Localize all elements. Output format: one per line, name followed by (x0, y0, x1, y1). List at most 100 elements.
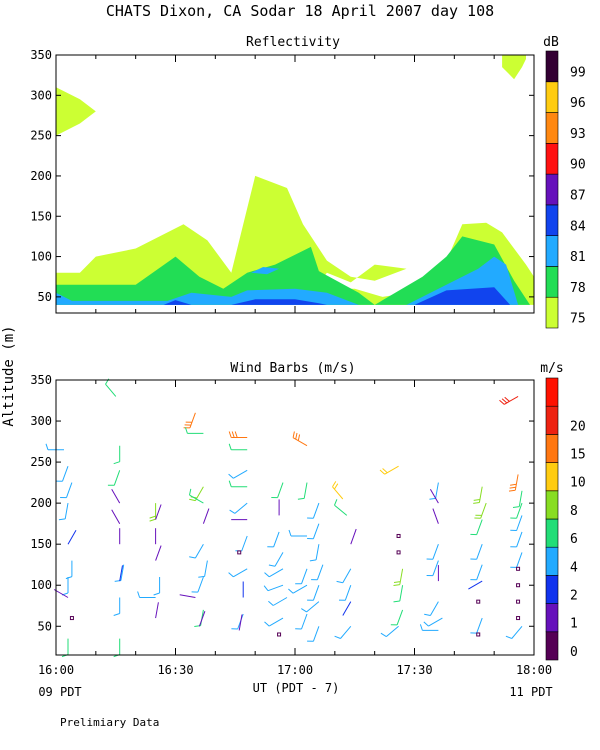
wind-barb-74 (350, 528, 357, 545)
wind-barb-98 (470, 544, 483, 560)
wind-barb-33 (198, 560, 208, 578)
colorbar-swatch-1 (545, 603, 559, 633)
y-tick-label-200: 200 (30, 496, 52, 510)
wind-barb-calm-111 (516, 566, 521, 571)
wind-barb-calm-112 (516, 583, 521, 588)
colorbar-swatch-4 (545, 173, 559, 206)
wind-barb-35 (179, 594, 196, 598)
x-right-date-label: 11 PDT (509, 685, 552, 699)
wind-barb-14 (111, 509, 121, 524)
contour-region-84-0 (163, 300, 192, 305)
x-tick-label-17:00: 17:00 (277, 663, 313, 677)
reflectivity-contours (56, 55, 534, 305)
wind-barb-66 (307, 523, 320, 540)
wind-barb-82 (393, 568, 404, 586)
wind-barb-54 (264, 568, 284, 578)
y-tick-label-100: 100 (30, 250, 52, 264)
wind-barb-10 (105, 378, 117, 397)
y-tick-label-250: 250 (30, 455, 52, 469)
wind-barb-42 (229, 502, 248, 514)
colorbar-label-84: 84 (570, 219, 586, 234)
colorbar-swatch-3 (545, 546, 559, 576)
wind-barb-90 (426, 560, 439, 577)
reflectivity-title: Reflectivity (246, 35, 340, 50)
colorbar-label-0: 0 (570, 645, 578, 660)
wind-barb-32 (189, 543, 204, 559)
y-tick-label-350: 350 (30, 373, 52, 387)
wind-barb-4 (67, 530, 77, 545)
colorbar-label-81: 81 (570, 250, 586, 265)
reflectivity-y-axis: 50 100 150 200 250 300 350 (30, 48, 534, 304)
wind-barb-0 (45, 443, 64, 451)
colorbar-swatch-9 (545, 377, 559, 407)
wind-barb-1 (56, 466, 69, 482)
wind-barb-18 (113, 597, 121, 616)
wind-barb-99 (470, 564, 483, 581)
colorbar-swatch-8 (545, 50, 559, 83)
wind-barb-52 (267, 531, 280, 548)
wind-barb-17 (119, 565, 123, 582)
wind-barb-50 (271, 482, 284, 499)
wind-barb-30 (189, 488, 204, 504)
y-tick-label-100: 100 (30, 578, 52, 592)
colorbar-label-15: 15 (570, 448, 586, 463)
wind-barb-85 (380, 625, 399, 638)
colorbar-swatch-7 (545, 434, 559, 463)
wind-barb-84 (390, 609, 404, 626)
wind-barb-60 (297, 482, 308, 500)
wind-barb-39 (228, 443, 248, 451)
y-tick-label-200: 200 (30, 169, 52, 183)
colorbar-swatch-5 (545, 143, 559, 175)
wind-barb-67 (309, 544, 320, 562)
wind-barb-64 (295, 613, 308, 630)
x-tick-label-17:30: 17:30 (396, 663, 432, 677)
wind-barb-calm-80 (396, 533, 401, 538)
wind-barb-73 (334, 499, 348, 516)
wind-barb-59 (292, 431, 308, 447)
wind-barb-37 (198, 611, 206, 627)
y-axis-label: Altitude (m) (1, 325, 17, 426)
wind-barb-61 (288, 529, 307, 537)
wind-barb-55 (263, 584, 284, 592)
colorbar-swatch-4 (545, 518, 559, 548)
wind-barb-70 (301, 601, 320, 613)
colorbar-swatch-3 (545, 204, 559, 236)
wind-barb-3 (58, 503, 69, 521)
wind-barb-94 (419, 624, 439, 631)
wind-barb-44 (235, 535, 248, 552)
colorbar-label-87: 87 (570, 189, 586, 204)
wind-barb-77 (342, 601, 352, 616)
colorbar-label-8: 8 (570, 504, 578, 519)
colorbar-swatch-2 (545, 235, 559, 267)
wind-plot-frame (55, 379, 535, 656)
y-tick-label-250: 250 (30, 129, 52, 143)
figure-title: CHATS Dixon, CA Sodar 18 April 2007 day … (106, 2, 494, 20)
wind-barb-79 (379, 465, 399, 475)
wind-barb-13 (111, 489, 121, 504)
colorbar-label-1: 1 (570, 617, 578, 632)
colorbar-label-2: 2 (570, 589, 578, 604)
wind-barb-115 (505, 625, 523, 639)
wind-barb-71 (307, 626, 320, 642)
colorbar-label-93: 93 (570, 127, 586, 142)
wind-barbs (45, 378, 523, 658)
wind-barb-95 (473, 486, 483, 504)
wind-barb-75 (336, 568, 352, 584)
wind-barb-49 (238, 614, 243, 631)
wind-barb-20 (149, 503, 157, 522)
y-tick-label-150: 150 (30, 537, 52, 551)
y-tick-label-300: 300 (30, 88, 52, 102)
wind-barb-28 (184, 427, 204, 434)
colorbar-label-78: 78 (570, 281, 586, 296)
wind-barb-56 (268, 597, 288, 606)
wind-barb-104 (499, 395, 519, 405)
wind-y-axis: 50 100 150 200 250 300 350 (30, 373, 534, 633)
wind-barb-26 (155, 602, 159, 619)
reflectivity-x-axis (55, 55, 535, 313)
colorbar-swatch-0 (545, 296, 559, 329)
wind-barb-76 (338, 585, 352, 601)
wind-colorbar: 0 1 2 4 6 8 10 15 20 (545, 377, 586, 661)
wind-barb-34 (191, 576, 204, 593)
footer-note: Prelimiary Data (60, 716, 159, 729)
